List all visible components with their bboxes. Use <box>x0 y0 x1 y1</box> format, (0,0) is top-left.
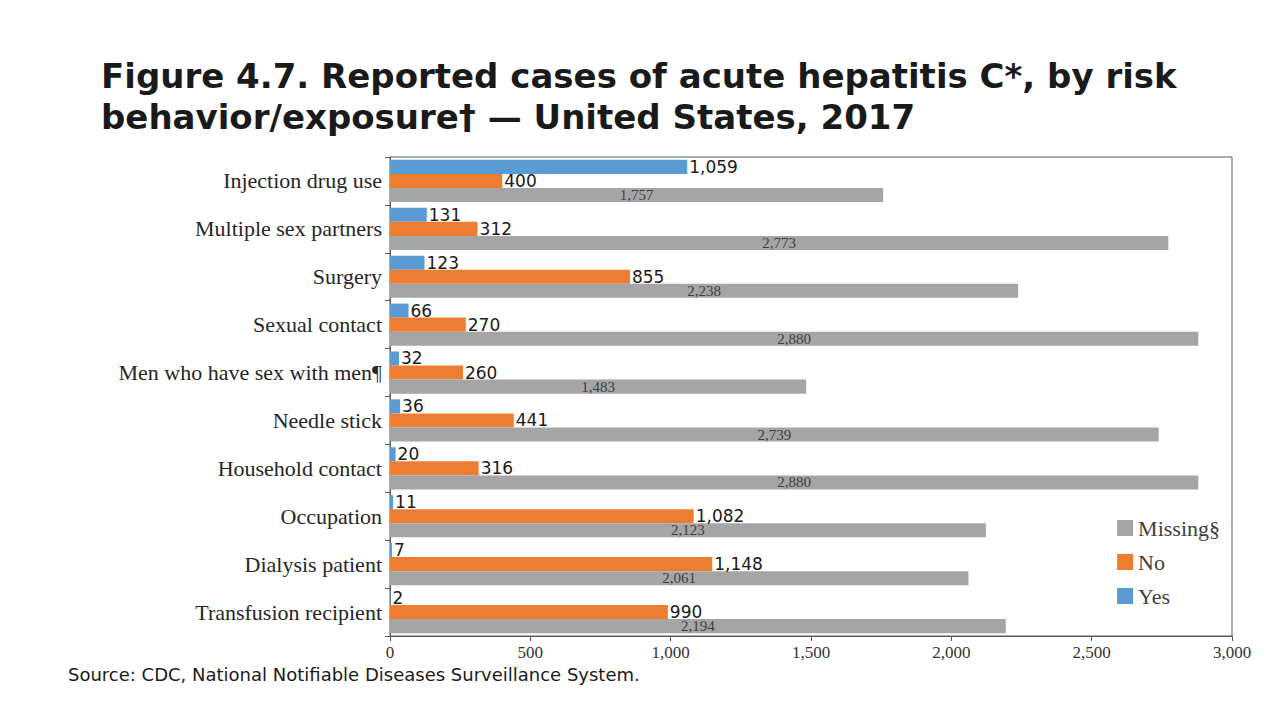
svg-text:316: 316 <box>481 458 513 478</box>
svg-text:312: 312 <box>480 219 512 239</box>
svg-text:1,059: 1,059 <box>689 157 738 177</box>
svg-text:Sexual contact: Sexual contact <box>253 312 382 337</box>
svg-text:Surgery: Surgery <box>313 264 382 289</box>
svg-text:36: 36 <box>402 396 424 416</box>
svg-text:7: 7 <box>394 540 405 560</box>
svg-text:32: 32 <box>401 348 423 368</box>
svg-text:Transfusion recipient: Transfusion recipient <box>195 600 382 625</box>
svg-text:Household contact: Household contact <box>218 456 382 481</box>
svg-text:131: 131 <box>429 205 461 225</box>
svg-text:990: 990 <box>669 602 703 622</box>
svg-text:2,194: 2,194 <box>681 618 715 634</box>
svg-text:behavior/exposure† — United St: behavior/exposure† — United States, 2017 <box>101 97 915 137</box>
svg-text:Injection drug use: Injection drug use <box>223 168 382 193</box>
svg-text:1,148: 1,148 <box>714 554 763 574</box>
svg-text:Source: CDC, National Notifiab: Source: CDC, National Notifiable Disease… <box>68 664 640 685</box>
svg-text:2: 2 <box>393 588 404 608</box>
svg-text:2,500: 2,500 <box>1073 643 1111 662</box>
svg-text:2,880: 2,880 <box>777 474 811 490</box>
svg-text:1,483: 1,483 <box>581 379 615 395</box>
svg-text:2,773: 2,773 <box>762 235 796 251</box>
svg-text:Missing§: Missing§ <box>1138 516 1220 541</box>
svg-text:20: 20 <box>398 444 420 464</box>
svg-text:1,082: 1,082 <box>695 506 745 527</box>
svg-text:2,238: 2,238 <box>687 283 721 299</box>
svg-text:400: 400 <box>504 171 536 191</box>
svg-text:Needle stick: Needle stick <box>273 408 382 433</box>
svg-text:1,000: 1,000 <box>652 643 690 662</box>
svg-text:441: 441 <box>516 410 548 430</box>
svg-text:3,000: 3,000 <box>1213 643 1251 662</box>
svg-text:123: 123 <box>427 253 459 273</box>
svg-text:2,000: 2,000 <box>932 643 970 662</box>
svg-text:1,757: 1,757 <box>620 187 654 203</box>
svg-text:11: 11 <box>395 492 417 512</box>
svg-text:0: 0 <box>386 643 395 662</box>
svg-text:Yes: Yes <box>1138 584 1170 609</box>
svg-text:Men who have sex with men¶: Men who have sex with men¶ <box>118 360 382 385</box>
svg-text:2,061: 2,061 <box>662 570 696 586</box>
svg-text:855: 855 <box>632 267 664 287</box>
svg-text:2,123: 2,123 <box>671 522 705 538</box>
svg-text:Figure 4.7. Reported cases of: Figure 4.7. Reported cases of acute hepa… <box>101 56 1189 96</box>
svg-text:Occupation: Occupation <box>281 504 382 529</box>
svg-text:66: 66 <box>411 301 433 321</box>
svg-text:500: 500 <box>518 643 544 662</box>
svg-text:2,880: 2,880 <box>777 331 811 347</box>
svg-text:1,500: 1,500 <box>792 643 830 662</box>
svg-text:Multiple sex partners: Multiple sex partners <box>195 216 382 241</box>
svg-text:270: 270 <box>468 315 500 335</box>
svg-text:2,739: 2,739 <box>757 427 791 443</box>
svg-text:Dialysis patient: Dialysis patient <box>245 552 382 577</box>
svg-text:260: 260 <box>465 363 497 383</box>
svg-text:No: No <box>1138 550 1165 575</box>
